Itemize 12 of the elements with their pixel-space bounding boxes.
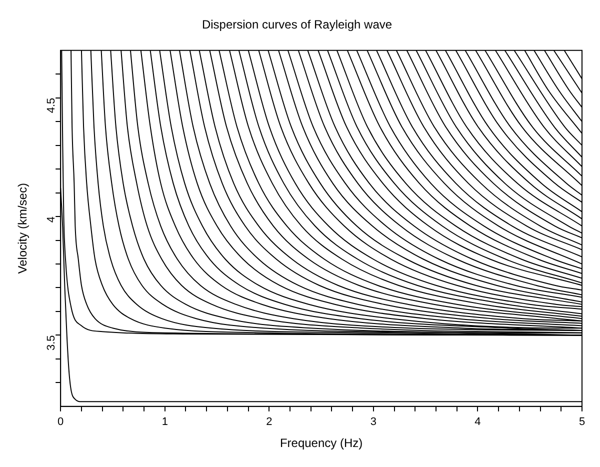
y-tick-label: 4.5: [46, 98, 58, 114]
y-axis-title: Velocity (km/sec): [16, 183, 30, 274]
x-tick-label: 3: [370, 416, 377, 428]
x-tick-label: 0: [58, 416, 64, 428]
chart-title: Dispersion curves of Rayleigh wave: [202, 18, 392, 32]
x-tick-label: 5: [578, 416, 586, 428]
x-tick-label: 1: [162, 416, 168, 428]
y-tick-label: 4: [46, 216, 58, 223]
x-axis-title: Frequency (Hz): [280, 436, 363, 450]
x-tick-label: 4: [474, 416, 481, 428]
x-tick-label: 2: [266, 416, 272, 428]
y-tick-label: 3.5: [46, 335, 58, 350]
